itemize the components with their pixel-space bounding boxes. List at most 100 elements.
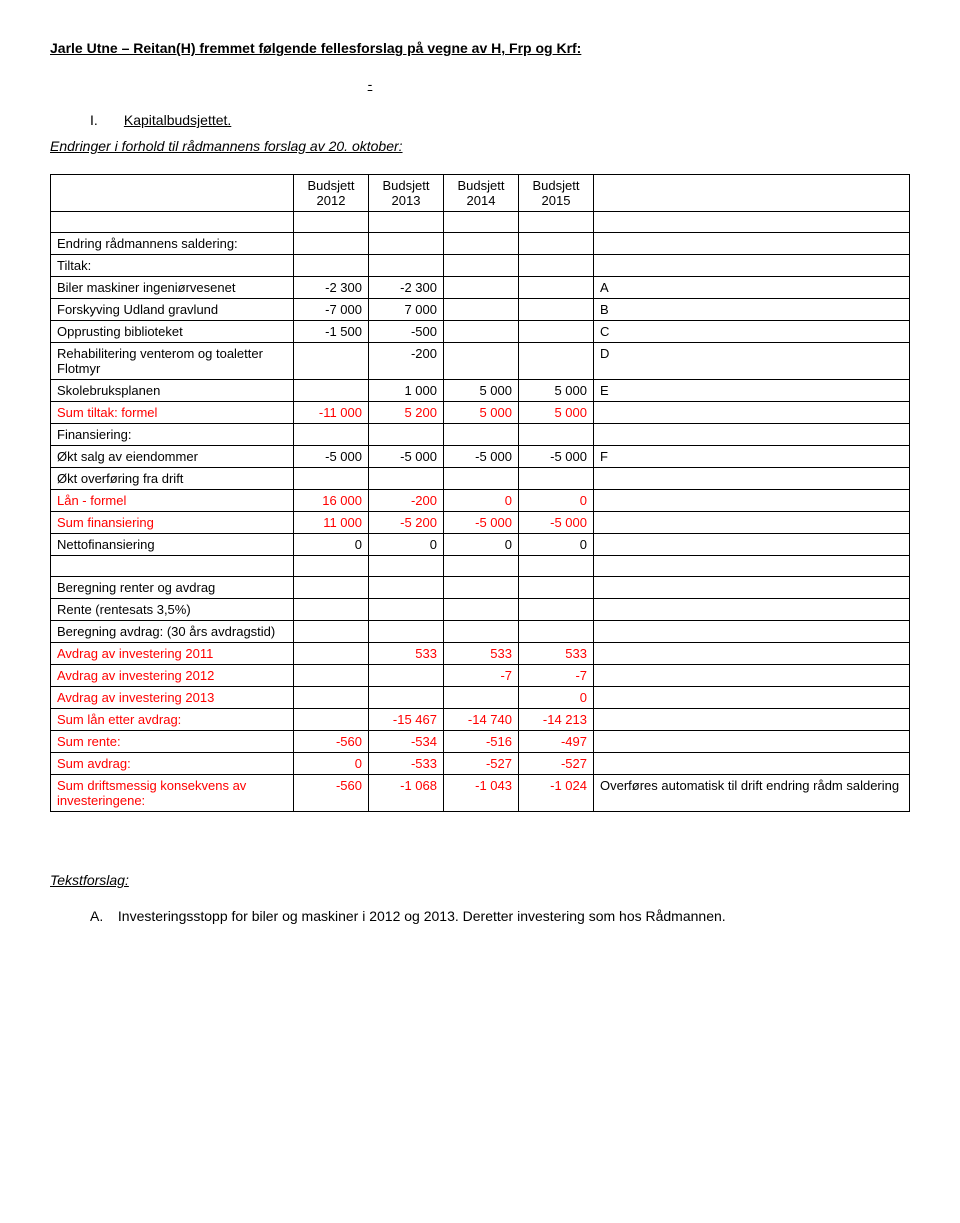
row-label: Sum driftsmessig konsekvens av investeri… xyxy=(51,775,294,812)
table-row: Skolebruksplanen 1 000 5 000 5 000 E xyxy=(51,380,910,402)
table-row: Sum avdrag: 0 -533 -527 -527 xyxy=(51,753,910,775)
cell-value: -7 000 xyxy=(294,299,369,321)
cell-value: -497 xyxy=(519,731,594,753)
col-2013: Budsjett 2013 xyxy=(369,175,444,212)
table-row: Nettofinansiering 0 0 0 0 xyxy=(51,534,910,556)
table-row: Sum lån etter avdrag: -15 467 -14 740 -1… xyxy=(51,709,910,731)
header-row: Budsjett 2012 Budsjett 2013 Budsjett 201… xyxy=(51,175,910,212)
cell-value: 5 000 xyxy=(444,402,519,424)
table-row: Avdrag av investering 2011 533 533 533 xyxy=(51,643,910,665)
roman-numeral: I. xyxy=(90,112,120,128)
subheading: Endringer i forhold til rådmannens forsl… xyxy=(50,138,910,154)
cell-value: -560 xyxy=(294,775,369,812)
row-label: Økt overføring fra drift xyxy=(51,468,294,490)
table-row: Rehabilitering venterom og toaletter Flo… xyxy=(51,343,910,380)
row-label: Tiltak: xyxy=(51,255,294,277)
cell-value: -14 740 xyxy=(444,709,519,731)
cell-value: -533 xyxy=(369,753,444,775)
cell-value: -15 467 xyxy=(369,709,444,731)
list-label: A. xyxy=(90,908,114,924)
table-row: Opprusting biblioteket -1 500 -500 C xyxy=(51,321,910,343)
table-row: Sum rente: -560 -534 -516 -497 xyxy=(51,731,910,753)
cell-value: -5 000 xyxy=(519,446,594,468)
cell-value: 0 xyxy=(294,753,369,775)
row-label: Rente (rentesats 3,5%) xyxy=(51,599,294,621)
list-text: Investeringsstopp for biler og maskiner … xyxy=(118,908,726,924)
cell-value: -7 xyxy=(519,665,594,687)
table-row: Rente (rentesats 3,5%) xyxy=(51,599,910,621)
cell-value: -5 200 xyxy=(369,512,444,534)
tekstforslag-heading: Tekstforslag: xyxy=(50,872,910,888)
cell-value: 5 000 xyxy=(519,402,594,424)
cell-value: -5 000 xyxy=(519,512,594,534)
cell-value: 0 xyxy=(519,490,594,512)
cell-value: 11 000 xyxy=(294,512,369,534)
cell-value: -2 300 xyxy=(294,277,369,299)
row-label: Beregning renter og avdrag xyxy=(51,577,294,599)
row-label: Økt salg av eiendommer xyxy=(51,446,294,468)
cell-value: 7 000 xyxy=(369,299,444,321)
row-label: Skolebruksplanen xyxy=(51,380,294,402)
cell-note: B xyxy=(594,299,910,321)
cell-value: -534 xyxy=(369,731,444,753)
cell-value: 16 000 xyxy=(294,490,369,512)
cell-value: 5 000 xyxy=(444,380,519,402)
cell-value: 0 xyxy=(369,534,444,556)
cell-value: 5 200 xyxy=(369,402,444,424)
cell-note: C xyxy=(594,321,910,343)
row-label: Beregning avdrag: (30 års avdragstid) xyxy=(51,621,294,643)
cell-value: 0 xyxy=(444,534,519,556)
row-label: Sum avdrag: xyxy=(51,753,294,775)
table-row: Avdrag av investering 2012 -7 -7 xyxy=(51,665,910,687)
cell-value: -1 500 xyxy=(294,321,369,343)
table-row: Endring rådmannens saldering: xyxy=(51,233,910,255)
cell-value: 5 000 xyxy=(519,380,594,402)
cell-value: -5 000 xyxy=(444,512,519,534)
row-label: Forskyving Udland gravlund xyxy=(51,299,294,321)
table-row: Økt salg av eiendommer -5 000 -5 000 -5 … xyxy=(51,446,910,468)
cell-value: -516 xyxy=(444,731,519,753)
cell-note: E xyxy=(594,380,910,402)
row-label: Nettofinansiering xyxy=(51,534,294,556)
cell-value: -1 068 xyxy=(369,775,444,812)
table-row: Sum finansiering 11 000 -5 200 -5 000 -5… xyxy=(51,512,910,534)
cell-value: 533 xyxy=(519,643,594,665)
cell-value: 0 xyxy=(444,490,519,512)
section-kapital: I. Kapitalbudsjettet. xyxy=(90,112,910,128)
cell-note: Overføres automatisk til drift endring r… xyxy=(594,775,910,812)
cell-value: -1 024 xyxy=(519,775,594,812)
row-label: Endring rådmannens saldering: xyxy=(51,233,294,255)
cell-value: -1 043 xyxy=(444,775,519,812)
cell-value: 1 000 xyxy=(369,380,444,402)
budget-table: Budsjett 2012 Budsjett 2013 Budsjett 201… xyxy=(50,174,910,812)
row-label: Avdrag av investering 2011 xyxy=(51,643,294,665)
row-label: Finansiering: xyxy=(51,424,294,446)
cell-value: -560 xyxy=(294,731,369,753)
cell-value: -500 xyxy=(369,321,444,343)
row-label: Sum tiltak: formel xyxy=(51,402,294,424)
table-row: Lån - formel 16 000 -200 0 0 xyxy=(51,490,910,512)
row-label: Lån - formel xyxy=(51,490,294,512)
table-row: Finansiering: xyxy=(51,424,910,446)
cell-value: 533 xyxy=(444,643,519,665)
table-row: Beregning avdrag: (30 års avdragstid) xyxy=(51,621,910,643)
cell-value: -200 xyxy=(369,490,444,512)
section-label: Kapitalbudsjettet. xyxy=(124,112,231,128)
cell-value: -5 000 xyxy=(294,446,369,468)
col-2012: Budsjett 2012 xyxy=(294,175,369,212)
table-row: Sum tiltak: formel -11 000 5 200 5 000 5… xyxy=(51,402,910,424)
table-row: Beregning renter og avdrag xyxy=(51,577,910,599)
cell-value: -200 xyxy=(369,343,444,380)
row-label: Sum finansiering xyxy=(51,512,294,534)
row-label: Sum lån etter avdrag: xyxy=(51,709,294,731)
table-row: Sum driftsmessig konsekvens av investeri… xyxy=(51,775,910,812)
col-2015: Budsjett 2015 xyxy=(519,175,594,212)
cell-value: 0 xyxy=(519,534,594,556)
table-row: Økt overføring fra drift xyxy=(51,468,910,490)
page-heading: Jarle Utne – Reitan(H) fremmet følgende … xyxy=(50,40,910,56)
row-label: Avdrag av investering 2012 xyxy=(51,665,294,687)
cell-value: 0 xyxy=(519,687,594,709)
dash-separator: - xyxy=(50,76,690,92)
cell-note: F xyxy=(594,446,910,468)
cell-note: A xyxy=(594,277,910,299)
